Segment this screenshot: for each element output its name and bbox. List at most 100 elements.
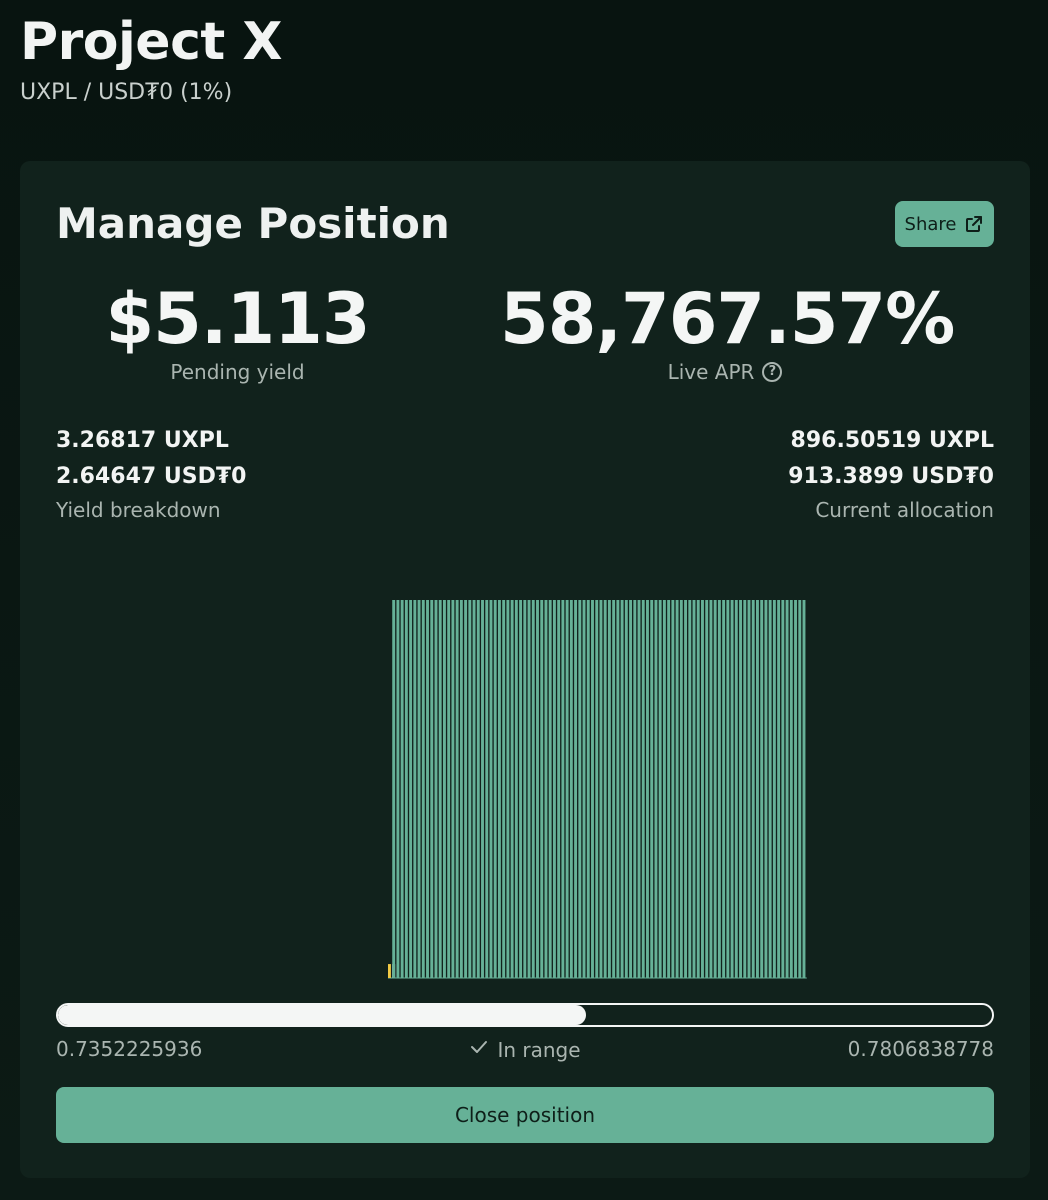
liquidity-bar <box>717 600 721 978</box>
liquidity-bar <box>502 600 506 978</box>
liquidity-bar <box>481 600 484 978</box>
liquidity-bar <box>616 600 620 978</box>
liquidity-bar <box>421 600 425 978</box>
liquidity-bar <box>671 600 675 978</box>
share-button[interactable]: Share <box>895 201 994 247</box>
liquidity-bar <box>426 600 429 978</box>
liquidity-bar <box>603 600 607 978</box>
liquidity-bar <box>400 600 404 978</box>
liquidity-bar <box>434 600 438 978</box>
liquidity-bar <box>557 600 561 978</box>
pair-subtitle: UXPL / USD₮0 (1%) <box>20 80 233 105</box>
card-title: Manage Position <box>56 199 450 248</box>
liquidity-bar <box>527 600 531 978</box>
liquidity-bar <box>413 600 417 978</box>
liquidity-bar <box>730 600 734 978</box>
liquidity-bar <box>798 600 802 978</box>
liquidity-bar <box>442 600 446 978</box>
liquidity-bar <box>582 600 586 978</box>
page-title: Project X <box>20 12 282 72</box>
liquidity-bar <box>654 600 658 978</box>
liquidity-bar <box>464 600 468 978</box>
current-price-bar <box>388 964 391 978</box>
liquidity-bar <box>417 600 421 978</box>
liquidity-bar <box>696 600 700 978</box>
help-circle-icon[interactable]: ? <box>762 361 783 382</box>
yield-token-b: 2.64647 USD₮0 <box>56 464 247 489</box>
liquidity-bar <box>662 600 666 978</box>
liquidity-bar <box>409 600 413 978</box>
liquidity-bar <box>510 600 514 978</box>
liquidity-bar <box>447 600 451 978</box>
liquidity-bar <box>768 600 772 978</box>
price-range-bar <box>56 1003 994 1027</box>
range-max-price: 0.7806838778 <box>847 1037 994 1061</box>
yield-token-a: 3.26817 UXPL <box>56 428 229 453</box>
liquidity-bar <box>802 600 806 978</box>
liquidity-bar <box>743 600 747 978</box>
liquidity-bar <box>548 600 552 978</box>
manage-position-card: Manage Position Share $5.113 Pending yie… <box>20 161 1030 1178</box>
live-apr: 58,767.57% Live APR ? <box>500 279 955 384</box>
liquidity-bar <box>646 600 649 978</box>
liquidity-bar <box>591 600 594 978</box>
check-icon <box>469 1037 489 1062</box>
liquidity-bar <box>396 600 400 978</box>
live-apr-label: Live APR <box>667 359 755 384</box>
pending-yield: $5.113 Pending yield <box>100 279 375 384</box>
range-min-price: 0.7352225936 <box>56 1037 203 1061</box>
liquidity-bar <box>552 600 556 978</box>
liquidity-bar <box>650 600 654 978</box>
liquidity-bar <box>430 600 434 978</box>
liquidity-bar <box>392 600 396 978</box>
price-range-fill <box>58 1005 586 1025</box>
liquidity-bar <box>709 600 713 978</box>
liquidity-bar <box>772 600 776 978</box>
liquidity-bar <box>569 600 573 978</box>
yield-breakdown-label: Yield breakdown <box>56 498 221 522</box>
liquidity-bar <box>468 600 472 978</box>
pending-yield-label: Pending yield <box>170 359 305 384</box>
liquidity-bar <box>747 600 751 978</box>
liquidity-bar <box>493 600 497 978</box>
liquidity-distribution-chart <box>388 600 807 979</box>
liquidity-bar <box>705 600 709 978</box>
liquidity-bar <box>679 600 683 978</box>
liquidity-bar <box>637 600 641 978</box>
liquidity-bar <box>514 600 518 978</box>
liquidity-bar <box>536 600 539 978</box>
liquidity-bar <box>497 600 501 978</box>
liquidity-bar <box>561 600 565 978</box>
liquidity-bar <box>777 600 781 978</box>
liquidity-bar <box>667 600 671 978</box>
liquidity-bar <box>574 600 578 978</box>
current-allocation: 896.50519 UXPL 913.3899 USD₮0 Current al… <box>788 423 994 525</box>
liquidity-bar <box>794 600 797 978</box>
liquidity-bar <box>544 600 548 978</box>
liquidity-bar <box>578 600 582 978</box>
liquidity-bar <box>586 600 590 978</box>
current-allocation-label: Current allocation <box>815 498 994 522</box>
liquidity-bar <box>472 600 476 978</box>
liquidity-bar <box>620 600 624 978</box>
liquidity-bar <box>658 600 662 978</box>
liquidity-bar <box>633 600 637 978</box>
close-position-button[interactable]: Close position <box>56 1087 994 1143</box>
liquidity-bar <box>701 600 704 978</box>
liquidity-bar <box>684 600 687 978</box>
liquidity-bar <box>641 600 645 978</box>
liquidity-bar <box>734 600 738 978</box>
liquidity-bar <box>688 600 692 978</box>
liquidity-bar <box>519 600 523 978</box>
liquidity-bar <box>404 600 408 978</box>
allocation-token-b: 913.3899 USD₮0 <box>788 464 994 489</box>
liquidity-bar <box>760 600 764 978</box>
liquidity-bar <box>624 600 628 978</box>
liquidity-bar <box>713 600 717 978</box>
liquidity-bar <box>785 600 789 978</box>
liquidity-bar <box>438 600 442 978</box>
liquidity-bar <box>540 600 544 978</box>
share-label: Share <box>904 213 957 235</box>
liquidity-bar <box>485 600 489 978</box>
liquidity-bar <box>531 600 535 978</box>
